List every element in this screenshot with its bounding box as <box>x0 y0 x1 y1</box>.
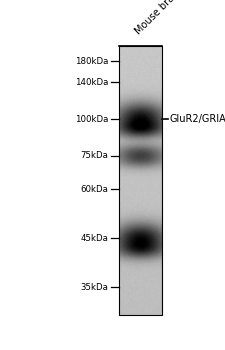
Text: 60kDa: 60kDa <box>80 184 108 194</box>
Text: Mouse brain: Mouse brain <box>134 0 183 37</box>
Text: 35kDa: 35kDa <box>80 282 108 292</box>
Text: 180kDa: 180kDa <box>75 57 108 66</box>
Text: GluR2/GRIA2: GluR2/GRIA2 <box>170 114 225 124</box>
Bar <box>119 46 162 315</box>
Text: 75kDa: 75kDa <box>80 151 108 160</box>
Text: 45kDa: 45kDa <box>80 233 108 243</box>
Text: 140kDa: 140kDa <box>75 78 108 87</box>
Text: 100kDa: 100kDa <box>75 114 108 124</box>
